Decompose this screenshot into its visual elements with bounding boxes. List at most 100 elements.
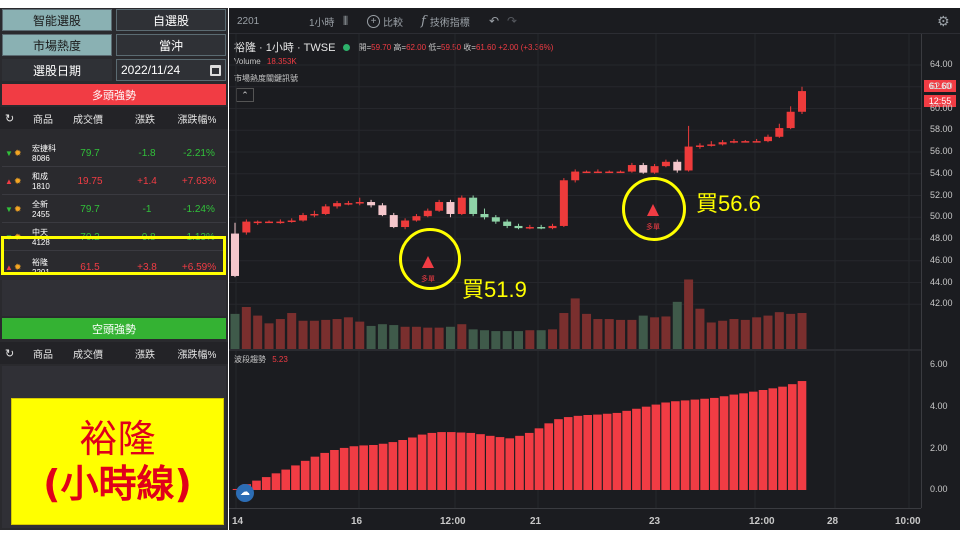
- osc-tick: 6.00: [930, 359, 948, 369]
- interval-button[interactable]: 1小時: [309, 17, 335, 29]
- candle-body: [582, 171, 591, 174]
- candle-body: [253, 221, 262, 224]
- buy-signal-text-2: 買56.6: [696, 191, 761, 216]
- col-price[interactable]: 成交價: [73, 349, 103, 361]
- price-axis[interactable]: [921, 34, 960, 350]
- compare-button[interactable]: + 比較: [367, 8, 403, 34]
- candle-body: [593, 171, 602, 174]
- candle-body: [276, 221, 285, 224]
- time-axis[interactable]: [229, 508, 921, 530]
- trend-bar: [778, 386, 787, 490]
- stock-change: -1: [142, 204, 152, 215]
- stock-row[interactable]: ▼ ✹ 全新 2455 79.7 -1 -1.24%: [2, 197, 226, 223]
- add-icon: +: [367, 14, 380, 28]
- redo-icon[interactable]: ↷: [507, 14, 518, 28]
- volume-bar: [774, 312, 784, 350]
- cloud-logo-icon[interactable]: ☁: [236, 484, 254, 502]
- calendar-icon[interactable]: [210, 64, 221, 76]
- volume-bar: [377, 324, 387, 350]
- col-pct[interactable]: 漲跌幅%: [177, 349, 217, 361]
- volume-bar: [650, 317, 660, 350]
- candle-body: [798, 91, 806, 112]
- screen-date-input[interactable]: 2022/11/24: [116, 59, 226, 81]
- chart-area[interactable]: 2201 1小時 ⫴ + 比較 f 技術指標 ↶ ↷ ⚙ 裕隆 · 1小時 · …: [229, 8, 960, 530]
- trend-bar: [524, 432, 534, 490]
- refresh-icon[interactable]: ↻: [5, 112, 15, 125]
- trend-bar: [408, 437, 417, 490]
- candle-body: [763, 136, 772, 142]
- candle-body: [242, 221, 251, 233]
- col-pct[interactable]: 漲跌幅%: [177, 114, 217, 126]
- col-change[interactable]: 漲跌: [135, 349, 155, 361]
- stock-price: 61.5: [80, 262, 100, 273]
- trend-bar: [495, 437, 505, 490]
- trend-bar: [359, 445, 368, 490]
- symbol-input[interactable]: 2201: [237, 15, 260, 27]
- collapse-legend-button[interactable]: ⌃: [236, 88, 254, 102]
- stock-row[interactable]: ▲ ✹ 和成 1810 19.75 +1.4 +7.63%: [2, 169, 226, 195]
- col-price[interactable]: 成交價: [73, 114, 103, 126]
- stock-change: -1.8: [138, 148, 156, 159]
- trend-bar: [797, 381, 807, 490]
- candle-body: [718, 142, 727, 145]
- trend-bar: [291, 465, 300, 490]
- volume-bar: [434, 327, 444, 350]
- osc-axis[interactable]: [921, 350, 960, 508]
- trend-bar: [671, 401, 680, 490]
- low-label: 低=: [428, 42, 441, 52]
- trend-bar: [554, 419, 563, 490]
- volume-bar: [230, 313, 240, 350]
- candle-body: [310, 213, 319, 216]
- stock-pct: -2.21%: [183, 148, 215, 159]
- screen-date-label: 選股日期: [2, 59, 112, 81]
- stock-price: 19.75: [77, 176, 103, 187]
- trend-bar: [456, 432, 466, 490]
- stock-code: 8086: [32, 154, 50, 163]
- candle-type-icon[interactable]: ⫴: [343, 13, 349, 28]
- volume-bar: [514, 331, 523, 350]
- time-tick: 16: [351, 516, 363, 527]
- trend-bar: [261, 477, 271, 490]
- osc-label: 波段趨勢: [234, 355, 266, 364]
- osc-legend: 波段趨勢 5.23: [234, 354, 288, 365]
- trend-bar: [485, 435, 495, 490]
- settings-icon[interactable]: ⚙: [937, 12, 950, 29]
- volume-bar: [491, 331, 501, 350]
- flower-icon: ✹: [14, 204, 22, 214]
- bear-section-header[interactable]: 空頭強勢: [2, 318, 226, 339]
- buy-signal-circle-1: [399, 228, 461, 290]
- bull-section-header[interactable]: 多頭強勢: [2, 84, 226, 105]
- stock-change: +3.8: [137, 262, 157, 273]
- watchlist-button[interactable]: 自選股: [116, 9, 226, 31]
- time-tick: 23: [649, 516, 661, 527]
- function-icon: f: [421, 13, 426, 29]
- trend-bar: [369, 445, 378, 490]
- col-change[interactable]: 漲跌: [135, 114, 155, 126]
- smart-screen-button[interactable]: 智能選股: [2, 9, 112, 31]
- col-name[interactable]: 商品: [33, 114, 53, 126]
- chart-legend: 裕隆 · 1小時 · TWSE 開=59.70 高=62.00 低=59.50 …: [234, 39, 553, 55]
- col-name[interactable]: 商品: [33, 349, 53, 361]
- indicators-button[interactable]: f 技術指標: [421, 8, 470, 34]
- volume-bar: [638, 315, 648, 350]
- volume-bar: [241, 307, 251, 350]
- undo-icon[interactable]: ↶: [489, 14, 500, 28]
- volume-bar: [253, 315, 263, 350]
- volume-bar: [321, 319, 331, 350]
- volume-legend: Volume 18.353K: [234, 57, 297, 66]
- day-trade-button[interactable]: 當沖: [116, 34, 226, 56]
- trend-bar: [700, 398, 709, 490]
- stock-row[interactable]: ▼ ✹ 宏捷科 8086 79.7 -1.8 -2.21%: [2, 141, 226, 167]
- osc-tick: 2.00: [930, 443, 948, 453]
- trend-bar: [768, 388, 778, 490]
- pane-divider[interactable]: [229, 349, 921, 351]
- trend-bar: [622, 410, 631, 490]
- market-heat-button[interactable]: 市場熱度: [2, 34, 112, 56]
- volume-bar: [604, 319, 614, 350]
- refresh-icon[interactable]: ↻: [5, 347, 15, 360]
- trend-bar: [300, 460, 310, 490]
- volume-bar: [548, 329, 558, 350]
- price-tick: 48.00: [930, 233, 953, 243]
- volume-bar: [366, 325, 376, 350]
